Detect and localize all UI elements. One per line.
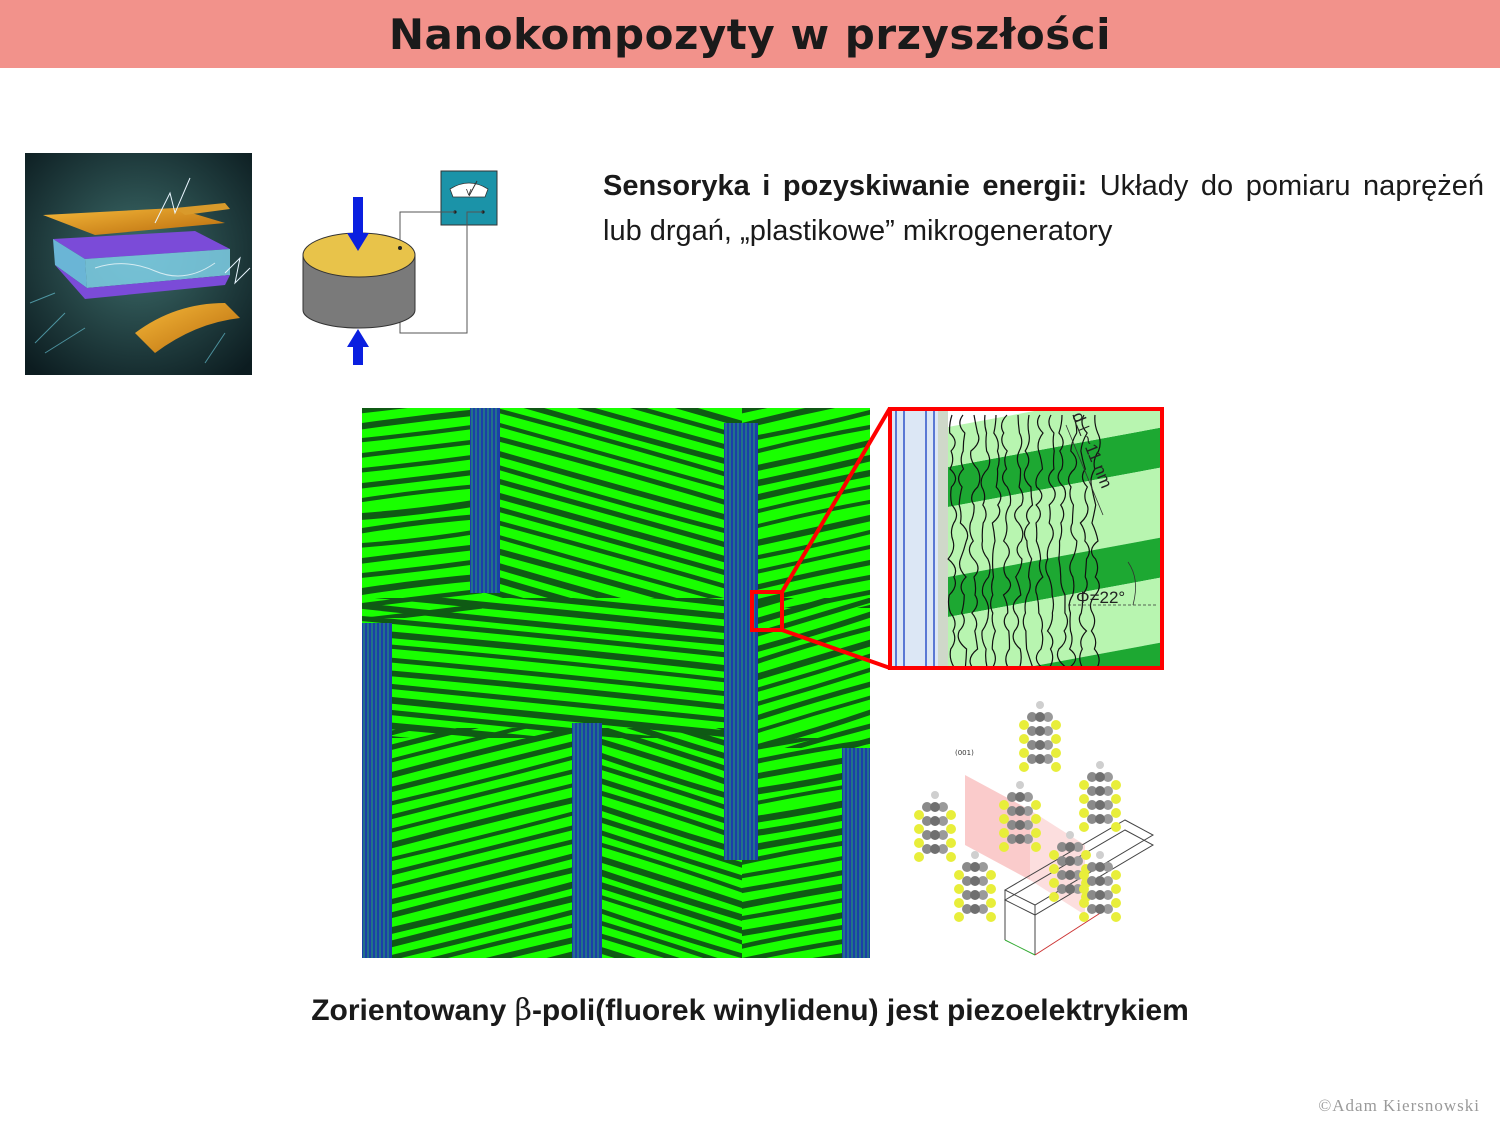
intro-paragraph: Sensoryka i pozyskiwanie energii: Układy… <box>603 164 1484 254</box>
intro-bold-label: Sensoryka i pozyskiwanie energii: <box>603 170 1088 202</box>
zoom-detail-image: Φ=22° d⊥~11 nm <box>888 407 1164 670</box>
crystal-plane-label: (001) <box>955 749 974 757</box>
voltmeter-label: V <box>466 188 472 197</box>
pvdf-unit-cell-diagram: (001) <box>914 701 1155 956</box>
copyright-notice: ©Adam Kiersnowski <box>1318 1096 1480 1115</box>
intro-text: Układy do pomiaru naprężeń lub drgań, „p… <box>603 170 1484 247</box>
caption: Zorientowany β-poli(fluorek winylidenu) … <box>0 993 1500 1028</box>
piezo-circuit-diagram: V <box>302 170 498 365</box>
caption-text-end: -poli(fluorek winylidenu) jest piezoelek… <box>531 994 1189 1027</box>
zoom-callout-lines <box>750 406 892 670</box>
caption-text-start: Zorientowany <box>311 994 515 1027</box>
lamellae-structure-image <box>362 408 870 958</box>
slide-title: Nanokompozyty w przyszłości <box>388 9 1112 59</box>
title-bar: Nanokompozyty w przyszłości <box>0 0 1500 68</box>
zoom-angle-label: Φ=22° <box>1076 588 1125 607</box>
nanogenerator-illustration <box>25 153 252 375</box>
caption-beta-symbol: β <box>514 993 532 1028</box>
